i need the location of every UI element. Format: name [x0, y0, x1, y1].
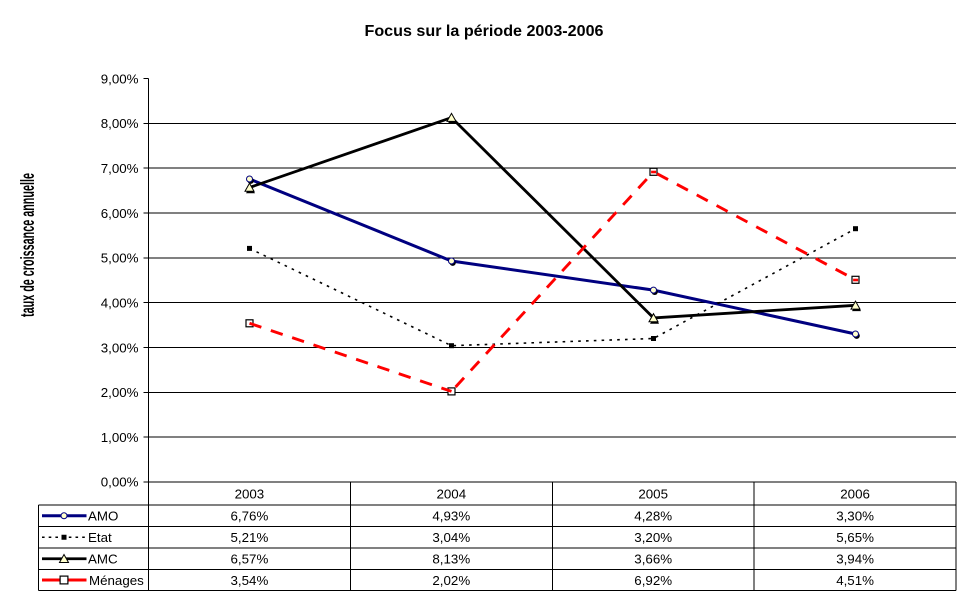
svg-text:6,92%: 6,92%: [634, 573, 672, 588]
svg-text:0,00%: 0,00%: [101, 475, 139, 490]
svg-text:4,93%: 4,93%: [432, 509, 470, 524]
svg-text:3,04%: 3,04%: [432, 530, 470, 545]
svg-text:5,65%: 5,65%: [836, 530, 874, 545]
svg-text:6,00%: 6,00%: [101, 206, 139, 221]
svg-text:6,76%: 6,76%: [231, 509, 269, 524]
svg-text:6,57%: 6,57%: [231, 552, 269, 567]
svg-text:9,00%: 9,00%: [101, 71, 139, 86]
svg-text:Focus sur la période 2003-2006: Focus sur la période 2003-2006: [365, 23, 604, 40]
svg-text:1,00%: 1,00%: [101, 430, 139, 445]
svg-text:AMO: AMO: [88, 509, 118, 524]
svg-text:7,00%: 7,00%: [101, 161, 139, 176]
svg-text:3,94%: 3,94%: [836, 552, 874, 567]
svg-text:Ménages: Ménages: [89, 573, 144, 588]
svg-text:2005: 2005: [638, 486, 668, 501]
svg-text:2006: 2006: [840, 486, 870, 501]
svg-text:8,13%: 8,13%: [432, 552, 470, 567]
svg-text:3,00%: 3,00%: [101, 340, 139, 355]
svg-text:4,28%: 4,28%: [634, 509, 672, 524]
svg-text:3,30%: 3,30%: [836, 509, 874, 524]
svg-text:3,20%: 3,20%: [634, 530, 672, 545]
svg-text:AMC: AMC: [88, 552, 118, 567]
svg-text:2004: 2004: [436, 486, 466, 501]
svg-text:5,00%: 5,00%: [101, 251, 139, 266]
svg-text:4,00%: 4,00%: [101, 295, 139, 310]
svg-text:2,02%: 2,02%: [432, 573, 470, 588]
svg-text:2003: 2003: [235, 486, 265, 501]
svg-text:taux de croissance annuelle: taux de croissance annuelle: [17, 173, 39, 317]
svg-text:3,54%: 3,54%: [231, 573, 269, 588]
svg-text:3,66%: 3,66%: [634, 552, 672, 567]
svg-text:2,00%: 2,00%: [101, 385, 139, 400]
svg-text:4,51%: 4,51%: [836, 573, 874, 588]
svg-text:Etat: Etat: [88, 530, 112, 545]
svg-text:8,00%: 8,00%: [101, 116, 139, 131]
svg-text:5,21%: 5,21%: [231, 530, 269, 545]
